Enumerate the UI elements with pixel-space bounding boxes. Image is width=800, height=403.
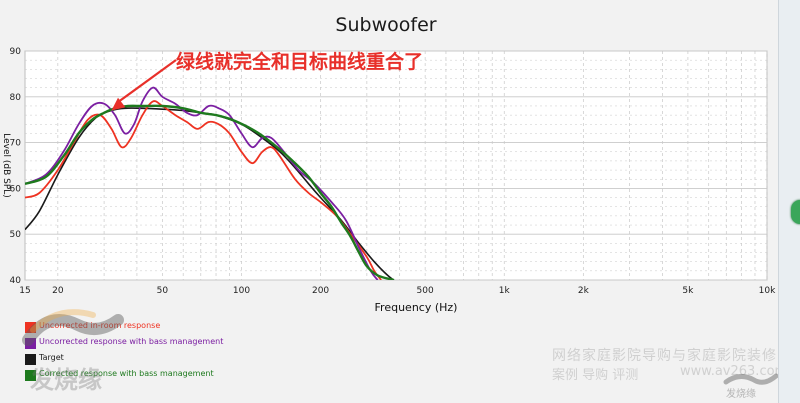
y-tick-label: 50 bbox=[10, 230, 22, 240]
watermark-text-line3: www.av263.com bbox=[680, 364, 788, 379]
legend-swatch bbox=[25, 338, 36, 349]
x-tick-label: 10k bbox=[759, 286, 776, 296]
axis-ticks: 15 20 50 100 200 500 1k 2k 5k 10k 40 50 60 70 80 90 Freq… bbox=[1, 47, 776, 314]
annotation-text: 绿线就完全和目标曲线重合了 bbox=[176, 51, 424, 73]
legend-swatch bbox=[25, 354, 36, 365]
x-axis-label: Frequency (Hz) bbox=[375, 301, 458, 314]
watermark-logo-right: 发烧缘 bbox=[723, 373, 779, 400]
watermark-text-line2: 案例 导购 评测 bbox=[552, 368, 639, 383]
legend-label: Uncorrected in-room response bbox=[39, 321, 161, 330]
legend-swatch bbox=[25, 322, 36, 333]
x-tick-label: 5k bbox=[682, 286, 694, 296]
y-tick-label: 80 bbox=[10, 93, 22, 103]
x-tick-label: 50 bbox=[157, 286, 169, 296]
y-tick-label: 90 bbox=[10, 47, 22, 57]
x-tick-label: 20 bbox=[52, 286, 64, 296]
series-lines bbox=[25, 86, 395, 280]
x-tick-label: 1k bbox=[499, 286, 511, 296]
annotation-arrow-shaft bbox=[116, 59, 177, 104]
legend-label: Corrected response with bass management bbox=[39, 369, 214, 378]
chart-title: Subwoofer bbox=[335, 14, 437, 36]
series-line-4 bbox=[25, 104, 395, 280]
annotation-arrow bbox=[111, 59, 177, 111]
watermark-text-line1: 网络家庭影院导购与家庭影院装修网 bbox=[552, 348, 792, 364]
y-tick-label: 60 bbox=[10, 184, 22, 194]
legend-label: Uncorrected response with bass managemen… bbox=[39, 337, 224, 346]
x-tick-label: 500 bbox=[417, 286, 434, 296]
y-tick-label: 40 bbox=[10, 276, 22, 286]
x-tick-label: 2k bbox=[578, 286, 590, 296]
legend-swatch bbox=[25, 370, 36, 381]
side-panel-edge bbox=[778, 0, 800, 403]
side-panel-toggle[interactable] bbox=[791, 200, 800, 224]
watermark-logo-left: 发烧缘 bbox=[22, 309, 124, 394]
watermark-logo-right-text: 发烧缘 bbox=[726, 387, 756, 400]
grid-lines bbox=[24, 50, 768, 281]
x-tick-label: 100 bbox=[233, 286, 250, 296]
legend-label: Target bbox=[39, 353, 64, 362]
x-tick-label: 200 bbox=[312, 286, 329, 296]
x-tick-label: 15 bbox=[19, 286, 30, 296]
watermark-logo-left-text: 发烧缘 bbox=[29, 366, 102, 394]
y-tick-label: 70 bbox=[10, 139, 22, 149]
plot-background bbox=[24, 50, 768, 281]
annotation-arrow-head bbox=[111, 97, 126, 111]
y-axis-label: Level (dB SPL) bbox=[1, 133, 11, 198]
